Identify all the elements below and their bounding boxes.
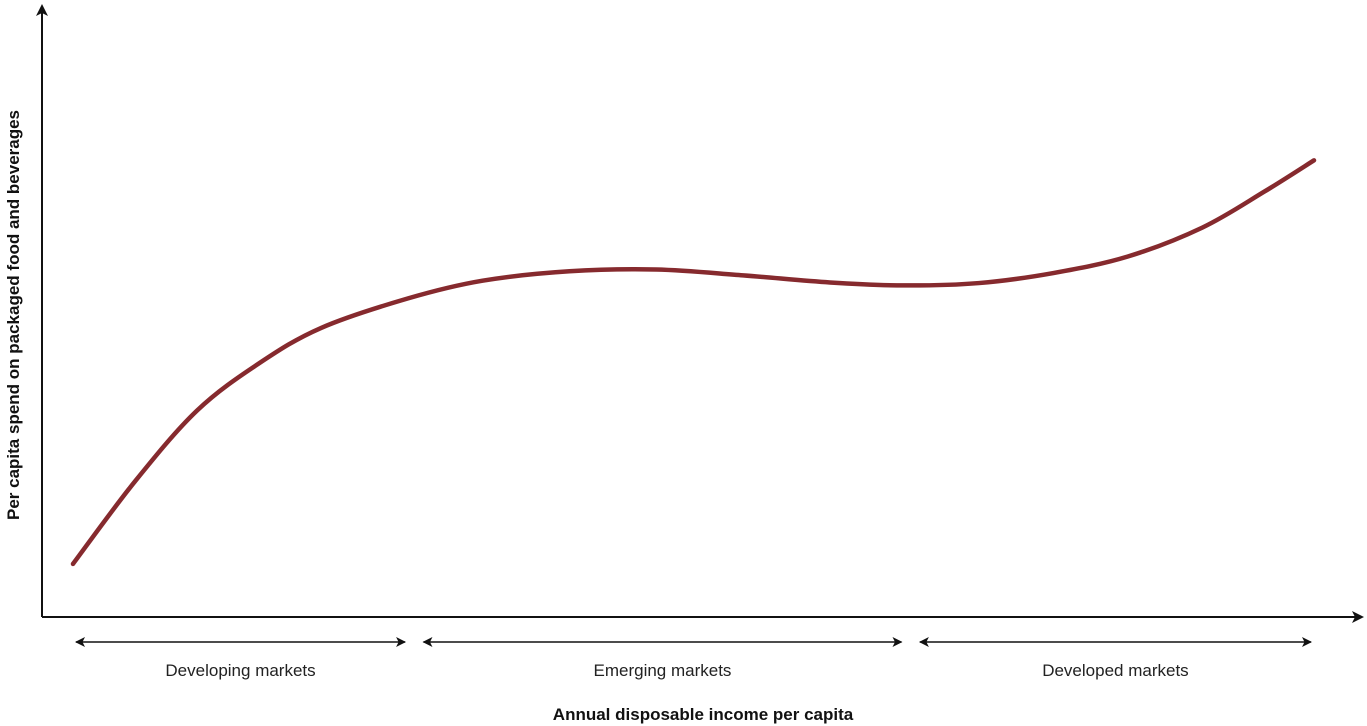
segment-label-emerging: Emerging markets (594, 661, 732, 680)
x-axis-label: Annual disposable income per capita (553, 705, 854, 724)
y-axis-label: Per capita spend on packaged food and be… (4, 110, 23, 520)
market-segments: Developing markets Emerging markets Develo… (75, 637, 1312, 680)
segment-label-developing: Developing markets (165, 661, 315, 680)
series-line (70, 158, 1317, 567)
segment-label-developed: Developed markets (1042, 661, 1188, 680)
